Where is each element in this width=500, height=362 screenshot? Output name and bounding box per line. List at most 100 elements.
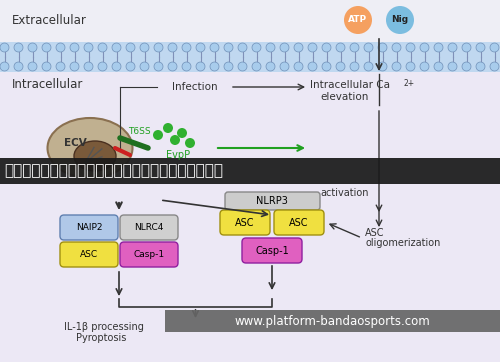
Ellipse shape — [74, 141, 116, 171]
Circle shape — [280, 43, 289, 52]
Circle shape — [392, 43, 401, 52]
Circle shape — [476, 43, 485, 52]
Text: 篮球运动员训练强度与恢复机制的科学解析与优化策略: 篮球运动员训练强度与恢复机制的科学解析与优化策略 — [4, 164, 223, 178]
Bar — [0, 72, 500, 362]
Circle shape — [434, 43, 443, 52]
Text: Pyroptosis: Pyroptosis — [76, 333, 126, 343]
Bar — [0, 42, 500, 72]
Circle shape — [84, 43, 93, 52]
Text: Intracellular: Intracellular — [12, 78, 84, 91]
Circle shape — [448, 62, 457, 71]
Circle shape — [364, 43, 373, 52]
Text: T6SS: T6SS — [128, 127, 150, 136]
Circle shape — [378, 62, 387, 71]
Circle shape — [322, 43, 331, 52]
Circle shape — [266, 62, 275, 71]
Circle shape — [420, 43, 429, 52]
Text: activation: activation — [320, 188, 368, 198]
Bar — [0, 158, 500, 184]
FancyBboxPatch shape — [120, 242, 178, 267]
Circle shape — [448, 43, 457, 52]
Circle shape — [238, 43, 247, 52]
Circle shape — [56, 43, 65, 52]
Circle shape — [70, 43, 79, 52]
Circle shape — [126, 43, 135, 52]
Circle shape — [140, 43, 149, 52]
Text: Extracellular: Extracellular — [12, 14, 87, 27]
Text: Intracellular Ca: Intracellular Ca — [310, 80, 390, 90]
Circle shape — [238, 62, 247, 71]
Circle shape — [196, 62, 205, 71]
Circle shape — [210, 43, 219, 52]
Circle shape — [344, 6, 372, 34]
Circle shape — [266, 43, 275, 52]
Circle shape — [0, 62, 9, 71]
Circle shape — [177, 128, 187, 138]
Circle shape — [322, 62, 331, 71]
Text: IL-1β processing: IL-1β processing — [64, 322, 144, 332]
Circle shape — [168, 43, 177, 52]
Circle shape — [392, 62, 401, 71]
Circle shape — [28, 43, 37, 52]
Circle shape — [378, 43, 387, 52]
Text: EvpP: EvpP — [166, 150, 190, 160]
Text: Casp-1: Casp-1 — [134, 250, 164, 259]
Circle shape — [252, 43, 261, 52]
Circle shape — [280, 62, 289, 71]
Circle shape — [308, 43, 317, 52]
Circle shape — [182, 43, 191, 52]
FancyBboxPatch shape — [242, 238, 302, 263]
Circle shape — [112, 43, 121, 52]
Circle shape — [185, 138, 195, 148]
Circle shape — [98, 43, 107, 52]
Circle shape — [70, 62, 79, 71]
FancyBboxPatch shape — [225, 192, 320, 210]
FancyBboxPatch shape — [220, 210, 270, 235]
Circle shape — [420, 62, 429, 71]
Text: Casp-1: Casp-1 — [255, 245, 289, 256]
FancyBboxPatch shape — [120, 215, 178, 240]
Circle shape — [350, 62, 359, 71]
Circle shape — [196, 43, 205, 52]
Circle shape — [406, 62, 415, 71]
Text: ATP: ATP — [348, 16, 368, 25]
Circle shape — [154, 43, 163, 52]
Circle shape — [462, 62, 471, 71]
Text: ASC: ASC — [236, 218, 255, 227]
Circle shape — [154, 62, 163, 71]
Circle shape — [42, 62, 51, 71]
Text: oligomerization: oligomerization — [365, 238, 440, 248]
Circle shape — [14, 43, 23, 52]
Circle shape — [336, 62, 345, 71]
Bar — [165, 310, 500, 332]
Text: ASC: ASC — [80, 250, 98, 259]
Text: NLRP3: NLRP3 — [256, 196, 288, 206]
Circle shape — [364, 62, 373, 71]
Circle shape — [163, 123, 173, 133]
Text: NAIP2: NAIP2 — [76, 223, 102, 232]
Text: 2+: 2+ — [403, 79, 414, 88]
Circle shape — [210, 62, 219, 71]
Circle shape — [84, 62, 93, 71]
Ellipse shape — [48, 118, 132, 178]
Text: ECV: ECV — [64, 138, 86, 148]
Text: Infection: Infection — [172, 82, 218, 92]
Circle shape — [98, 62, 107, 71]
Circle shape — [170, 135, 180, 145]
Circle shape — [140, 62, 149, 71]
Circle shape — [434, 62, 443, 71]
Circle shape — [28, 62, 37, 71]
Circle shape — [153, 130, 163, 140]
Circle shape — [350, 43, 359, 52]
Circle shape — [126, 62, 135, 71]
Circle shape — [252, 62, 261, 71]
Circle shape — [112, 62, 121, 71]
Circle shape — [224, 62, 233, 71]
FancyBboxPatch shape — [60, 242, 118, 267]
FancyBboxPatch shape — [60, 215, 118, 240]
Circle shape — [476, 62, 485, 71]
Circle shape — [224, 43, 233, 52]
Circle shape — [308, 62, 317, 71]
FancyBboxPatch shape — [274, 210, 324, 235]
Circle shape — [406, 43, 415, 52]
